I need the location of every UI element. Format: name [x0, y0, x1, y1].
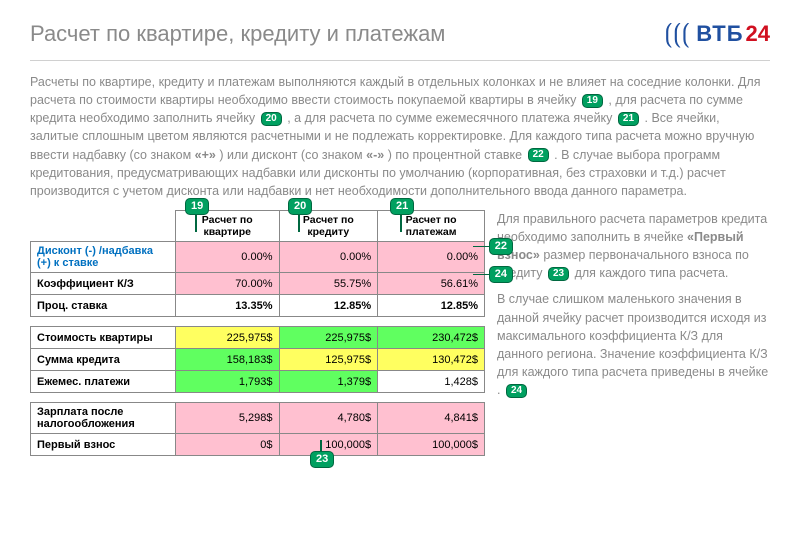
callout-22: 22: [489, 238, 513, 255]
callout-21: 21: [390, 198, 414, 215]
col-header: Расчет по квартире: [176, 210, 280, 241]
callout-20: 20: [288, 198, 312, 215]
cell: 12.85%: [378, 295, 485, 317]
intro-paragraph: Расчеты по квартире, кредиту и платежам …: [0, 73, 800, 210]
cell: 55.75%: [279, 273, 378, 295]
cell: 100,000$: [378, 434, 485, 456]
ref-20-icon: 20: [261, 112, 282, 126]
cell: 0.00%: [279, 242, 378, 273]
cell: 1,428$: [378, 371, 485, 393]
cell: 70.00%: [176, 273, 280, 295]
row-label: Проц. ставка: [31, 295, 176, 317]
cell: 225,975$: [176, 327, 280, 349]
logo-24-text: 24: [746, 21, 770, 47]
logo-vtb-text: ВТБ: [696, 21, 743, 47]
row-label: Стоимость квартиры: [31, 327, 176, 349]
cell: 13.35%: [176, 295, 280, 317]
cell: 230,472$: [378, 327, 485, 349]
row-label: Зарплата после налогообложения: [31, 403, 176, 434]
ref-23-icon: 23: [548, 267, 569, 281]
callout-19: 19: [185, 198, 209, 215]
row-label: Первый взнос: [31, 434, 176, 456]
calc-table-wrap: Расчет по квартире Расчет по кредиту Рас…: [30, 210, 485, 456]
logo-wing-icon: ⟮⟮⟮: [664, 18, 690, 50]
cell: 1,379$: [279, 371, 378, 393]
cell: 0$: [176, 434, 280, 456]
cell: 4,780$: [279, 403, 378, 434]
cell: 56.61%: [378, 273, 485, 295]
cell: 4,841$: [378, 403, 485, 434]
row-label: Сумма кредита: [31, 349, 176, 371]
page-title: Расчет по квартире, кредиту и платежам: [30, 21, 445, 47]
header-divider: [30, 60, 770, 61]
cell: 12.85%: [279, 295, 378, 317]
calc-table: Расчет по квартире Расчет по кредиту Рас…: [30, 210, 485, 456]
ref-21-icon: 21: [618, 112, 639, 126]
callout-24: 24: [489, 266, 513, 283]
row-label: Дисконт (-) /надбавка (+) к ставке: [31, 242, 176, 273]
vtb24-logo: ⟮⟮⟮ ВТБ 24: [664, 18, 770, 50]
side-text: Для правильного расчета параметров креди…: [497, 210, 770, 456]
row-label: Коэффициент К/З: [31, 273, 176, 295]
cell: 0.00%: [378, 242, 485, 273]
col-header: Расчет по платежам: [378, 210, 485, 241]
cell: 0.00%: [176, 242, 280, 273]
col-header: Расчет по кредиту: [279, 210, 378, 241]
row-label: Ежемес. платежи: [31, 371, 176, 393]
callout-23: 23: [310, 451, 334, 468]
cell: 130,472$: [378, 349, 485, 371]
cell: 125,975$: [279, 349, 378, 371]
cell: 1,793$: [176, 371, 280, 393]
ref-22-icon: 22: [528, 148, 549, 162]
ref-19-icon: 19: [582, 94, 603, 108]
cell: 5,298$: [176, 403, 280, 434]
cell: 225,975$: [279, 327, 378, 349]
ref-24-icon: 24: [506, 384, 527, 398]
cell: 158,183$: [176, 349, 280, 371]
